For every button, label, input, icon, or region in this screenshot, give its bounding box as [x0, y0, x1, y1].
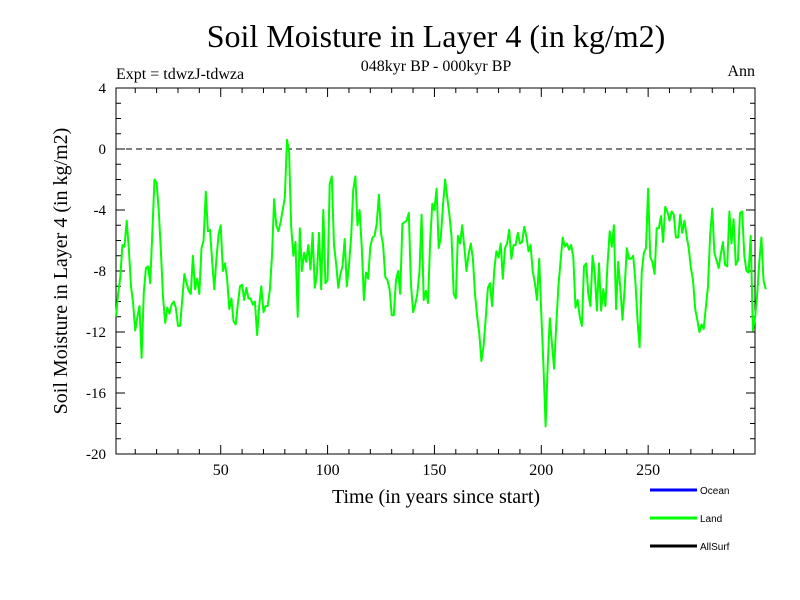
x-tick-label: 250: [636, 462, 660, 479]
legend: Ocean Land AllSurf: [650, 486, 730, 553]
y-tick-label: -16: [86, 386, 106, 402]
series-layer: [115, 138, 767, 428]
experiment-label: Expt = tdwzJ-tdwza: [116, 66, 244, 83]
series-line-land: [115, 138, 767, 428]
x-tick-label: 150: [422, 462, 446, 479]
y-tick-label: -8: [94, 264, 107, 280]
tick-labels: 50 100 150 200 250 4 0 -4 -8 -12 -16 -20: [86, 81, 660, 479]
x-tick-label: 200: [529, 462, 553, 479]
y-tick-label: 0: [99, 142, 107, 158]
x-tick-label: 100: [316, 462, 340, 479]
x-axis-label: Time (in years since start): [332, 486, 540, 508]
plot-frame: [115, 87, 756, 455]
legend-label-land: Land: [700, 514, 722, 525]
chart-title: Soil Moisture in Layer 4 (in kg/m2): [207, 18, 666, 54]
y-tick-label: 4: [99, 81, 107, 97]
y-tick-label: -12: [86, 325, 106, 341]
legend-label-allsurf: AllSurf: [700, 542, 730, 553]
y-tick-label: -4: [94, 203, 107, 219]
axis-ticks: [116, 88, 755, 454]
season-label: Ann: [727, 63, 755, 80]
y-tick-label: -20: [86, 447, 106, 463]
y-axis-label: Soil Moisture in Layer 4 (in kg/m2): [50, 128, 72, 415]
legend-label-ocean: Ocean: [700, 486, 729, 497]
x-tick-label: 50: [213, 462, 229, 479]
chart-subtitle: 048kyr BP - 000kyr BP: [361, 58, 512, 75]
